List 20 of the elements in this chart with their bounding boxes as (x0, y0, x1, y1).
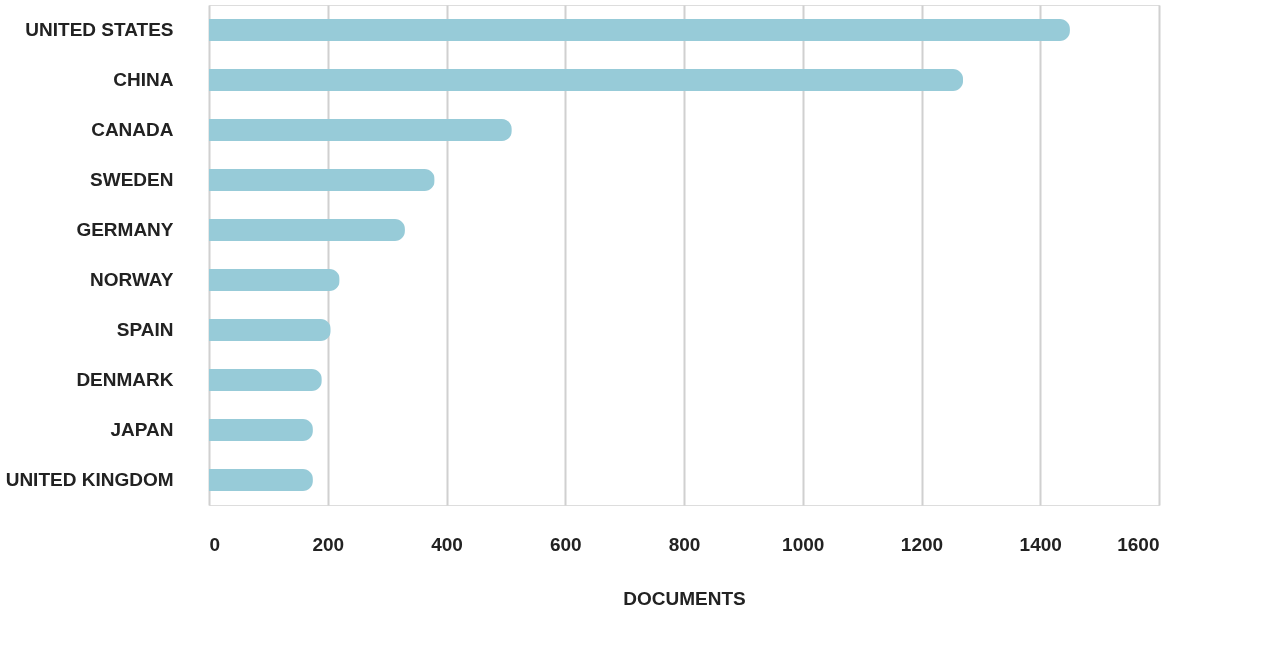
y-tick-label: CHINA (113, 69, 174, 90)
y-tick-label: CANADA (91, 119, 174, 140)
x-tick-label: 600 (549, 533, 582, 555)
y-tick-label: GERMANY (76, 219, 174, 240)
y-tick-label: DENMARK (76, 369, 174, 390)
y-tick-label: UNITED STATES (25, 19, 174, 40)
x-tick-label: 800 (668, 533, 701, 555)
x-tick-label: 1000 (782, 533, 825, 555)
x-tick-label: 1600 (1117, 533, 1160, 555)
x-tick-label: 1400 (1019, 533, 1062, 555)
y-tick-label: UNITED KINGDOM (5, 469, 174, 490)
x-tick-label: 400 (431, 533, 463, 555)
x-axis-title: DOCUMENTS (623, 587, 746, 609)
y-tick-label: SWEDEN (90, 169, 174, 190)
x-tick-label: 200 (312, 533, 345, 555)
y-tick-label: JAPAN (110, 419, 174, 440)
y-tick-label: NORWAY (90, 269, 174, 290)
y-tick-label: SPAIN (116, 319, 174, 340)
x-tick-label: 0 (209, 533, 221, 555)
x-tick-label: 1200 (900, 533, 944, 555)
